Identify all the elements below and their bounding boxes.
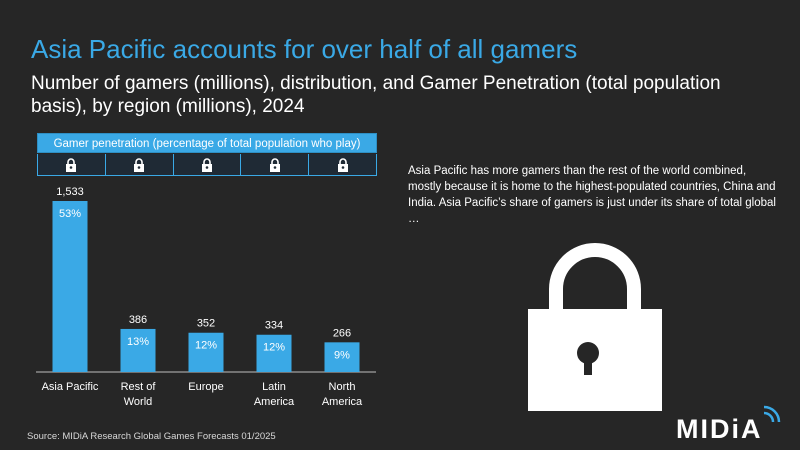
penetration-cell [241, 154, 310, 175]
padlock-icon [269, 157, 280, 172]
padlock-icon [528, 243, 662, 411]
bar-share-label: 53% [59, 208, 81, 220]
category-label: Europe [188, 381, 223, 393]
padlock-icon [201, 157, 212, 172]
bar [120, 328, 156, 372]
padlock-icon [134, 157, 145, 172]
commentary-text: Asia Pacific has more gamers than the re… [408, 165, 776, 225]
penetration-header: Gamer penetration (percentage of total p… [37, 133, 377, 153]
bar [188, 332, 224, 372]
chart-subtitle: Number of gamers (millions), distributio… [31, 73, 721, 117]
bar-chart: 1,533 53% Asia Pacific 386 13% Rest of World 35… [36, 186, 376, 408]
penetration-cell [309, 154, 376, 175]
category-label: Rest of [121, 381, 157, 393]
source-note: Source: MIDiA Research Global Games Fore… [27, 431, 276, 442]
category-label: Asia Pacific [42, 381, 99, 393]
bar [256, 334, 292, 372]
penetration-cell [106, 154, 174, 175]
bar-value-label: 1,533 [56, 186, 84, 198]
category-label: America [322, 396, 363, 408]
bar [52, 201, 88, 372]
penetration-lock-row [37, 154, 377, 176]
bar-value-label: 266 [333, 327, 351, 339]
category-label: Latin [262, 381, 286, 393]
signal-arc-icon [763, 405, 781, 423]
bar-value-label: 352 [197, 318, 215, 330]
bar-share-label: 13% [127, 336, 149, 348]
category-label: America [254, 396, 295, 408]
category-label: World [124, 396, 153, 408]
penetration-cell [38, 154, 106, 175]
bar-value-label: 386 [129, 314, 147, 326]
bar-share-label: 9% [334, 349, 350, 361]
bar-value-label: 334 [265, 320, 283, 332]
category-label: North [329, 381, 356, 393]
page-title: Asia Pacific accounts for over half of a… [31, 34, 578, 64]
padlock-icon [66, 157, 77, 172]
bar-share-label: 12% [263, 342, 285, 354]
brand-logo: MIDiA [676, 414, 763, 444]
bar-share-label: 12% [195, 340, 217, 352]
padlock-icon [337, 157, 348, 172]
penetration-cell [174, 154, 242, 175]
bar [324, 342, 360, 372]
